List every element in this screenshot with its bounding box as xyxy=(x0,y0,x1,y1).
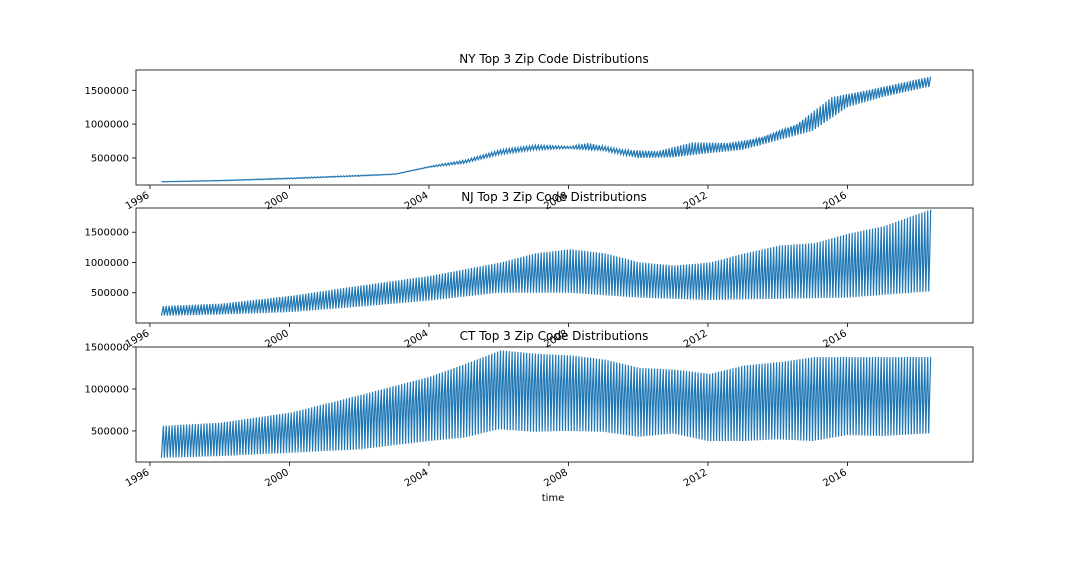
nj-series-line-0 xyxy=(160,209,932,316)
ny-chart-title: NY Top 3 Zip Code Distributions xyxy=(459,52,648,66)
nj-chart-title: NJ Top 3 Zip Code Distributions xyxy=(461,190,647,204)
ny-axes-frame xyxy=(135,69,974,186)
nj-y-tick-label: 500000 xyxy=(91,288,129,299)
ct-y-tick-label: 500000 xyxy=(91,426,129,437)
ny-y-tick-label: 500000 xyxy=(91,153,129,164)
nj-axes-frame xyxy=(135,207,974,324)
ny-series-line-0 xyxy=(161,76,932,183)
ny-y-tick-label: 1000000 xyxy=(84,120,129,131)
ct-x-axis-label: time xyxy=(542,493,565,504)
ct-y-tick-label: 1500000 xyxy=(84,343,129,354)
ct-y-tick-label: 1000000 xyxy=(84,384,129,395)
ct-series-line-0 xyxy=(160,350,932,458)
nj-y-tick-label: 1000000 xyxy=(84,258,129,269)
nj-y-tick-label: 1500000 xyxy=(84,228,129,239)
ct-axes-frame xyxy=(135,346,974,463)
ct-chart-title: CT Top 3 Zip Code Distributions xyxy=(460,329,649,343)
ny-y-tick-label: 1500000 xyxy=(84,86,129,97)
